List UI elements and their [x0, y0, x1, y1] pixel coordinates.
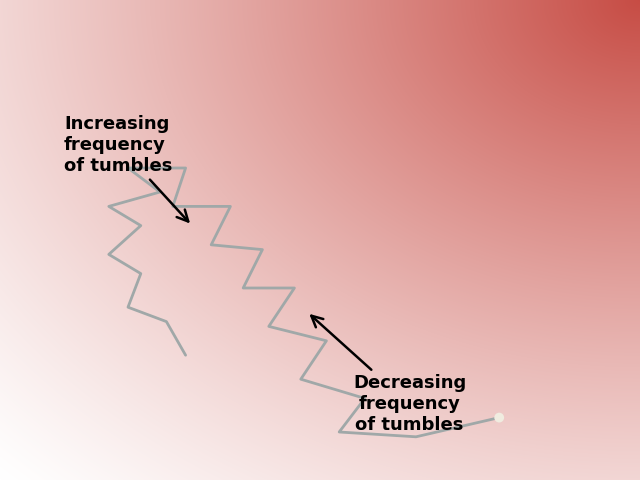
Point — [494, 414, 504, 421]
Text: Decreasing
frequency
of tumbles: Decreasing frequency of tumbles — [311, 316, 466, 434]
Text: Increasing
frequency
of tumbles: Increasing frequency of tumbles — [64, 115, 188, 221]
